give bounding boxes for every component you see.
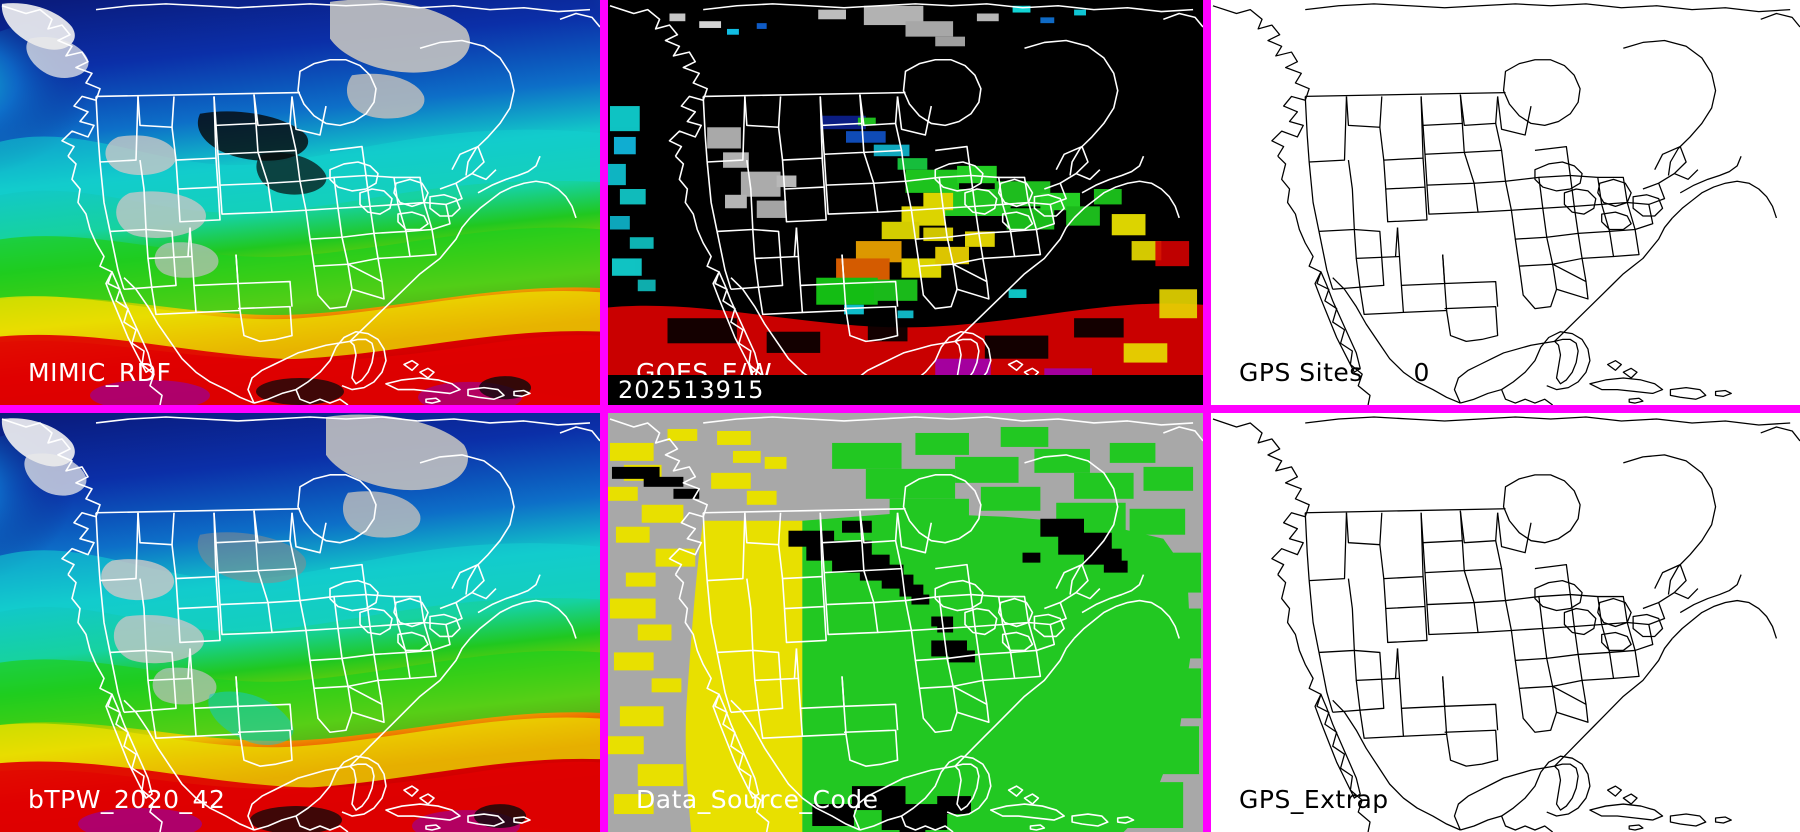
panel-mimic-rdf[interactable]: MIMIC_RDF [0,0,600,405]
panel-divider-vertical-right-bottom [1203,413,1211,832]
btpw-analysis-field [0,413,600,832]
panel-data-source-code[interactable]: Data_Source_Code [608,413,1203,832]
panel-divider-vertical-right-top [1203,0,1211,405]
timestamp-value: 202513915 [618,376,765,404]
panel-label-gps-sites: GPS Sites 0 [1239,358,1430,387]
panel-label-gps-extrap: GPS_Extrap [1239,785,1389,814]
panel-divider-horizontal [0,405,1800,413]
gps-sites-map-borders [1211,0,1800,405]
panel-goes-ew[interactable]: GOES_E/W [608,0,1203,405]
panel-divider-vertical-left-bottom [600,413,608,832]
panel-btpw[interactable]: bTPW_2020_42 [0,413,600,832]
panel-divider-vertical-left-top [600,0,608,405]
panel-gps-extrap[interactable]: GPS_Extrap [1211,413,1800,832]
panel-gps-sites[interactable]: GPS Sites 0 [1211,0,1800,405]
goes-ew-retrieval-field [608,0,1203,405]
mimic-rdf-tpw-field [0,0,600,405]
data-source-code-field [608,413,1203,832]
timestamp-bar: 202513915 [608,375,1203,405]
gps-extrap-map-borders [1211,413,1800,832]
